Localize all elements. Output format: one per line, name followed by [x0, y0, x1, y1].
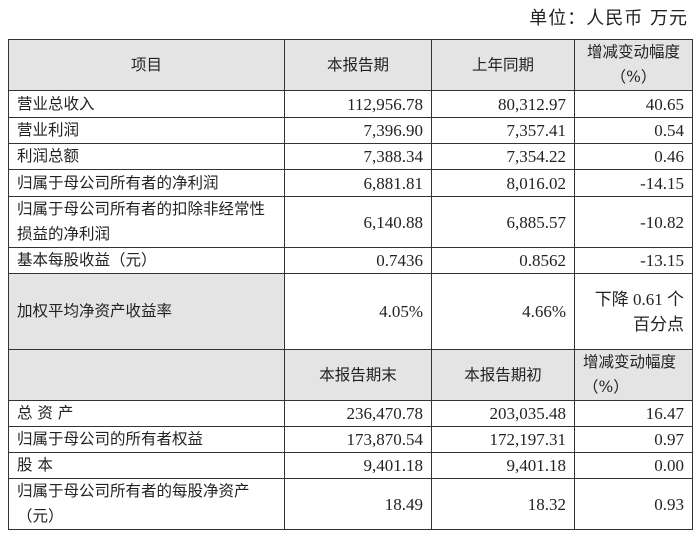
row-prior: 80,312.97: [431, 90, 575, 118]
table-row: 基本每股收益（元） 0.7436 0.8562 -13.15: [8, 247, 693, 274]
row-prior: 4.66%: [431, 273, 575, 350]
row-prior: 6,885.57: [431, 196, 575, 248]
row-item: 利润总额: [8, 143, 285, 170]
header-row-2: 本报告期末 本报告期初 增减变动幅度（%）: [8, 349, 693, 401]
row-change: 0.54: [574, 117, 693, 144]
row-current: 7,388.34: [284, 143, 432, 170]
row-prior: 18.32: [431, 478, 575, 530]
row-current: 173,870.54: [284, 426, 432, 453]
row-prior: 0.8562: [431, 247, 575, 274]
row-current: 4.05%: [284, 273, 432, 350]
row-item: 归属于母公司所有者的净利润: [8, 169, 285, 197]
row-prior: 9,401.18: [431, 452, 575, 479]
row-current: 112,956.78: [284, 90, 432, 118]
table-row: 利润总额 7,388.34 7,354.22 0.46: [8, 143, 693, 170]
table-row: 营业总收入 112,956.78 80,312.97 40.65: [8, 90, 693, 118]
row-prior: 203,035.48: [431, 400, 575, 427]
row-prior: 7,354.22: [431, 143, 575, 170]
row-change: 0.46: [574, 143, 693, 170]
row-change: 16.47: [574, 400, 693, 427]
row-current: 236,470.78: [284, 400, 432, 427]
row-prior: 7,357.41: [431, 117, 575, 144]
row-change: -10.82: [574, 196, 693, 248]
row-prior: 8,016.02: [431, 169, 575, 197]
row-change: 0.93: [574, 478, 693, 530]
row-item: 归属于母公司所有者的每股净资产（元）: [8, 478, 285, 530]
table-row: 归属于母公司的所有者权益 173,870.54 172,197.31 0.97: [8, 426, 693, 453]
row-change: 0.00: [574, 452, 693, 479]
header-change: 增减变动幅度（%）: [574, 39, 693, 91]
row-item: 加权平均净资产收益率: [8, 273, 285, 350]
header-row: 项目 本报告期 上年同期 增减变动幅度（%）: [8, 39, 693, 91]
row-change: 0.97: [574, 426, 693, 453]
row-item: 总 资 产: [8, 400, 285, 427]
header2-item: [8, 349, 285, 401]
row-change: -13.15: [574, 247, 693, 274]
row-current: 7,396.90: [284, 117, 432, 144]
row-change: -14.15: [574, 169, 693, 197]
row-change: 下降 0.61 个百分点: [574, 273, 693, 350]
financial-summary-table: 项目 本报告期 上年同期 增减变动幅度（%） 营业总收入 112,956.78 …: [8, 39, 693, 530]
unit-label: 单位：人民币 万元: [529, 8, 688, 29]
table-row: 归属于母公司所有者的扣除非经常性损益的净利润 6,140.88 6,885.57…: [8, 196, 693, 248]
header-prior: 上年同期: [431, 39, 575, 91]
row-current: 6,140.88: [284, 196, 432, 248]
row-current: 18.49: [284, 478, 432, 530]
row-current: 6,881.81: [284, 169, 432, 197]
row-current: 0.7436: [284, 247, 432, 274]
header2-prior: 本报告期初: [431, 349, 575, 401]
header2-change: 增减变动幅度（%）: [574, 349, 693, 401]
table-row: 总 资 产 236,470.78 203,035.48 16.47: [8, 400, 693, 427]
table-row: 营业利润 7,396.90 7,357.41 0.54: [8, 117, 693, 144]
row-prior: 172,197.31: [431, 426, 575, 453]
row-item: 营业利润: [8, 117, 285, 144]
row-item: 归属于母公司的所有者权益: [8, 426, 285, 453]
header-item: 项目: [8, 39, 285, 91]
row-item: 股 本: [8, 452, 285, 479]
table-row: 加权平均净资产收益率 4.05% 4.66% 下降 0.61 个百分点: [8, 273, 693, 350]
header-current: 本报告期: [284, 39, 432, 91]
row-item: 归属于母公司所有者的扣除非经常性损益的净利润: [8, 196, 285, 248]
row-item: 基本每股收益（元）: [8, 247, 285, 274]
table-row: 归属于母公司所有者的每股净资产（元） 18.49 18.32 0.93: [8, 478, 693, 530]
table-row: 股 本 9,401.18 9,401.18 0.00: [8, 452, 693, 479]
row-change: 40.65: [574, 90, 693, 118]
header2-current: 本报告期末: [284, 349, 432, 401]
row-current: 9,401.18: [284, 452, 432, 479]
table-row: 归属于母公司所有者的净利润 6,881.81 8,016.02 -14.15: [8, 169, 693, 197]
row-item: 营业总收入: [8, 90, 285, 118]
